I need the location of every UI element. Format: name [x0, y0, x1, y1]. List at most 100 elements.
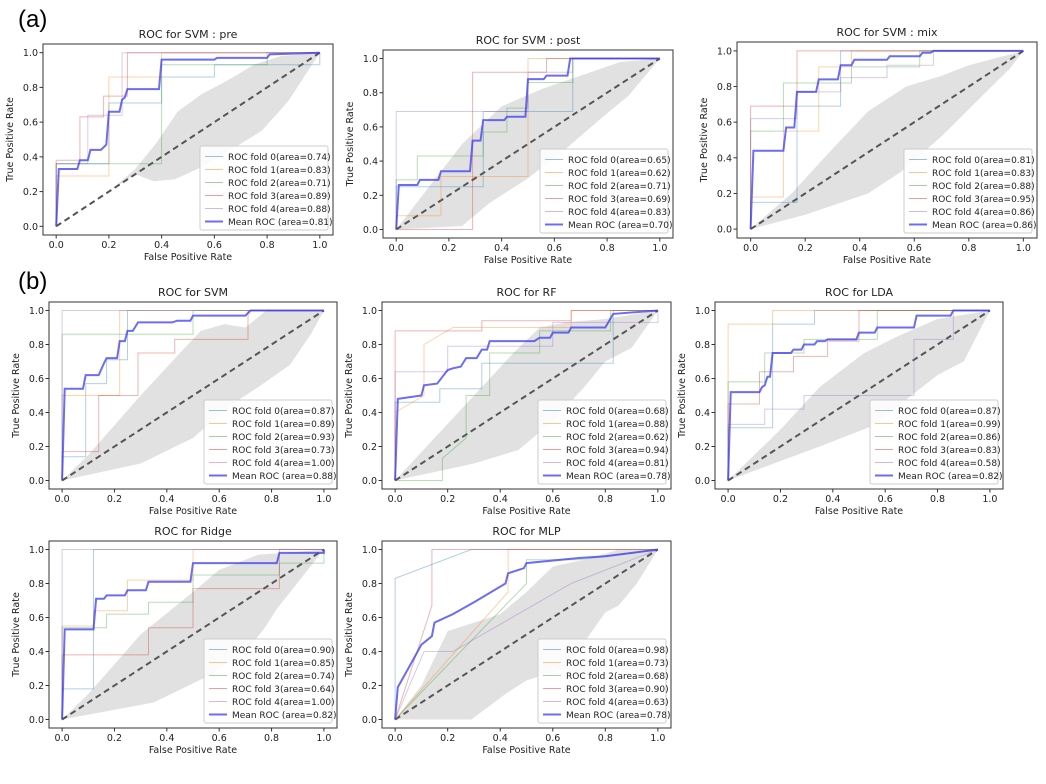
x-tick-label: 0.0 [388, 733, 403, 744]
chart-title: ROC for SVM : post [476, 34, 581, 47]
legend: ROC fold 0(area=0.90) ROC fold 1(area=0.8… [203, 638, 337, 724]
chart-title: ROC for SVM : pre [139, 28, 238, 41]
legend: ROC fold 0(area=0.87) ROC fold 1(area=0.9… [869, 399, 1003, 485]
legend-box [537, 638, 667, 724]
x-tick-label: 0.8 [600, 243, 615, 254]
legend-entry: ROC fold 2(area=0.71) [568, 182, 671, 192]
legend-entry: ROC fold 1(area=0.83) [228, 166, 331, 176]
chance-line [394, 309, 659, 482]
fold-roc-line-3 [394, 310, 658, 481]
legend-entry: ROC fold 1(area=0.85) [232, 659, 335, 669]
y-tick-label: 0.4 [29, 408, 44, 419]
fold-roc-line-1 [61, 310, 324, 481]
chance-line [61, 309, 325, 482]
fold-roc-line-2 [727, 310, 990, 481]
chance-line [55, 51, 321, 228]
legend-entry: ROC fold 2(area=0.93) [232, 433, 335, 443]
fold-roc-line-1 [750, 50, 1024, 230]
legend-entry: ROC fold 4(area=1.00) [232, 459, 335, 469]
x-tick-label: 0.6 [907, 243, 922, 254]
fold-roc-line-3 [727, 310, 990, 481]
x-axis-label: False Positive Rate [482, 506, 570, 517]
y-tick-label: 0.8 [29, 340, 44, 351]
mean-roc-line [395, 57, 660, 230]
panel-label-b: (b) [18, 268, 48, 295]
y-tick-label: 1.0 [362, 545, 377, 556]
y-tick-label: 0.4 [717, 153, 732, 164]
y-tick-label: 0.8 [362, 340, 377, 351]
x-tick-label: 0.8 [930, 494, 945, 505]
y-tick-label: 0.6 [717, 118, 732, 129]
fold-roc-line-1 [61, 549, 324, 720]
fold-roc-line-2 [61, 549, 325, 720]
legend-entry: ROC fold 4(area=0.63) [566, 698, 669, 708]
y-tick-label: 0.4 [363, 157, 378, 168]
legend-entry: ROC fold 1(area=0.89) [232, 420, 335, 430]
fold-roc-line-4 [750, 50, 1024, 230]
fold-roc-line-1 [394, 549, 658, 720]
y-tick-label: 0.4 [695, 408, 710, 419]
legend-entry: ROC fold 3(area=0.94) [566, 446, 669, 456]
legend-entry: ROC fold 2(area=0.68) [566, 672, 669, 682]
fold-roc-line-2 [395, 310, 658, 481]
legend-entry: ROC fold 2(area=0.88) [932, 182, 1035, 192]
x-tick-label: 0.0 [55, 494, 70, 505]
legend-entry: ROC fold 2(area=0.74) [232, 672, 335, 682]
y-tick-label: 0.2 [29, 442, 44, 453]
y-tick-label: 0.2 [23, 187, 38, 198]
legend-entry: ROC fold 1(area=0.83) [932, 169, 1035, 179]
legend-entry: Mean ROC (area=0.78) [566, 711, 671, 721]
x-tick-label: 1.0 [652, 243, 667, 254]
fold-roc-line-3 [396, 58, 660, 230]
x-tick-label: 1.0 [1016, 243, 1031, 254]
chance-line [750, 50, 1024, 230]
x-tick-label: 0.2 [440, 733, 455, 744]
x-axis-label: False Positive Rate [482, 745, 570, 756]
y-tick-label: 0.0 [362, 476, 377, 487]
legend-entry: ROC fold 0(area=0.87) [898, 407, 1001, 417]
legend-entry: ROC fold 3(area=0.73) [232, 446, 335, 456]
x-tick-label: 1.0 [982, 494, 997, 505]
fold-roc-line-0 [394, 549, 658, 720]
legend-entry: ROC fold 1(area=0.62) [568, 169, 671, 179]
y-tick-label: 0.6 [29, 613, 44, 624]
legend-entry: Mean ROC (area=0.88) [232, 472, 337, 482]
y-tick-label: 0.2 [362, 681, 377, 692]
x-tick-label: 0.4 [852, 243, 867, 254]
fold-roc-line-0 [55, 52, 321, 227]
mean-roc-line [61, 309, 324, 481]
legend: ROC fold 0(area=0.65) ROC fold 1(area=0.6… [539, 148, 673, 234]
x-axis-label: False Positive Rate [484, 255, 572, 266]
legend-entry: ROC fold 0(area=0.81) [932, 156, 1035, 166]
x-tick-label: 0.6 [212, 494, 227, 505]
fold-roc-line-3 [55, 52, 320, 227]
x-tick-label: 0.0 [388, 494, 403, 505]
chart-title: ROC for Ridge [154, 525, 232, 538]
y-tick-label: 1.0 [23, 48, 38, 59]
fold-roc-line-2 [395, 58, 660, 230]
y-axis-label: True Positive Rate [11, 592, 22, 678]
x-tick-label: 0.6 [545, 494, 560, 505]
x-axis-label: False Positive Rate [843, 255, 931, 266]
y-tick-label: 0.8 [23, 83, 38, 94]
chance-line [394, 548, 659, 721]
y-tick-label: 0.8 [695, 340, 710, 351]
legend-entry: ROC fold 4(area=0.88) [228, 205, 331, 215]
x-tick-label: 0.6 [545, 733, 560, 744]
legend-box [869, 399, 999, 485]
legend-box [203, 638, 333, 724]
fold-roc-line-3 [61, 310, 324, 481]
chart-title: ROC for RF [496, 286, 556, 299]
x-tick-label: 1.0 [316, 494, 331, 505]
fold-roc-line-2 [61, 310, 324, 481]
mean-roc-line [55, 51, 320, 227]
fold-roc-line-4 [394, 310, 659, 481]
x-tick-label: 0.2 [101, 240, 116, 251]
fold-roc-line-0 [394, 310, 658, 481]
x-tick-label: 0.0 [389, 243, 404, 254]
y-tick-label: 1.0 [29, 545, 44, 556]
mean-roc-line [727, 309, 990, 481]
chart-title: ROC for MLP [492, 525, 561, 538]
legend-entry: ROC fold 3(area=0.90) [566, 685, 669, 695]
x-tick-label: 0.2 [441, 243, 456, 254]
